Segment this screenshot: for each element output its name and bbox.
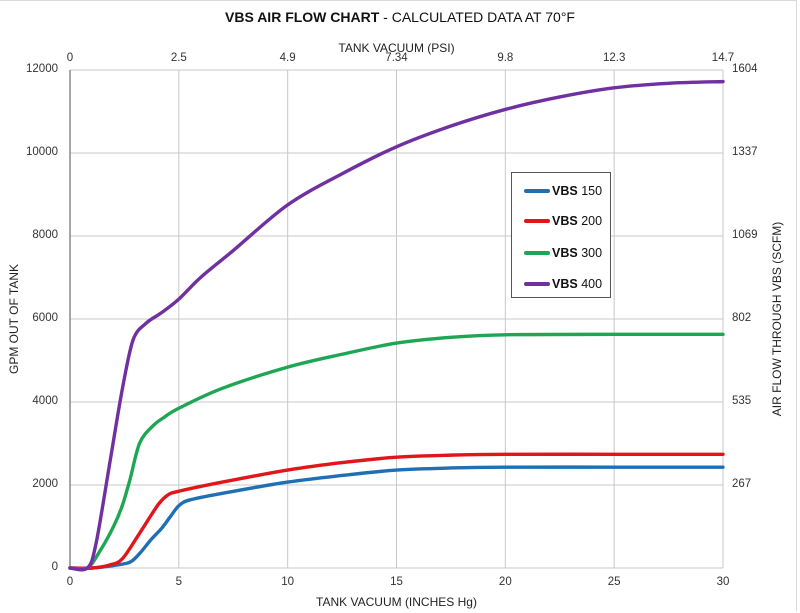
legend-size: 400 — [581, 277, 603, 291]
legend-size: 200 — [581, 214, 603, 228]
legend-swatch-icon — [524, 251, 550, 255]
chart-title-rest: - CALCULATED DATA AT 70°F — [379, 9, 575, 25]
y2-tick-label: 535 — [732, 395, 752, 407]
y-tick-label: 10000 — [26, 146, 58, 158]
series-line-vbs-400 — [68, 79, 725, 572]
series-line-vbs-200 — [68, 452, 725, 570]
x2-tick-label: 2.5 — [170, 52, 187, 64]
legend-swatch-icon — [524, 219, 550, 223]
legend-item-vbs-200: VBS 200 — [524, 213, 602, 229]
y2-tick-label: 267 — [732, 478, 752, 490]
chart-title-bold: VBS AIR FLOW CHART — [225, 9, 380, 25]
x-tick-label: 30 — [716, 576, 730, 588]
x2-tick-label: 7.34 — [385, 52, 408, 64]
legend-model: VBS — [552, 184, 578, 198]
y-tick-label: 6000 — [32, 312, 58, 324]
x2-tick-label: 14.7 — [711, 52, 735, 64]
series-line-vbs-300 — [68, 332, 725, 571]
legend-model: VBS — [552, 246, 578, 260]
x-tick-label: 0 — [66, 576, 74, 588]
series-line-vbs-150 — [68, 465, 725, 570]
x-tick-label: 25 — [607, 576, 621, 588]
chart-title: VBS AIR FLOW CHART - CALCULATED DATA AT … — [0, 9, 800, 25]
legend-model: VBS — [552, 277, 578, 291]
legend-swatch-icon — [524, 282, 550, 286]
y2-tick-label: 1337 — [732, 146, 758, 158]
right-axis-title: AIR FLOW THROUGH VBS (SCFM) — [770, 221, 784, 417]
left-axis-title: GPM OUT OF TANK — [7, 263, 21, 375]
x2-tick-label: 9.8 — [497, 52, 514, 64]
top-axis-title: TANK VACUUM (PSI) — [338, 41, 455, 55]
legend-swatch-icon — [524, 189, 550, 193]
legend-model: VBS — [552, 214, 578, 228]
y-tick-label: 0 — [51, 561, 58, 573]
x-tick-label: 15 — [390, 576, 403, 588]
y2-tick-label: 802 — [732, 312, 752, 324]
y2-tick-label: 1069 — [732, 229, 758, 241]
x-tick-label: 20 — [498, 576, 512, 588]
x-tick-label: 10 — [281, 576, 295, 588]
legend-item-vbs-400: VBS 400 — [524, 276, 602, 292]
y2-tick-label: 1604 — [732, 63, 758, 75]
legend-size: 300 — [581, 246, 603, 260]
x-tick-label: 5 — [175, 576, 183, 588]
x2-tick-label: 0 — [66, 52, 74, 64]
y-tick-label: 8000 — [32, 229, 58, 241]
legend-item-vbs-300: VBS 300 — [524, 245, 602, 261]
x2-tick-label: 12.3 — [602, 52, 626, 64]
bottom-axis-title: TANK VACUUM (INCHES Hg) — [316, 595, 477, 609]
x2-tick-label: 4.9 — [279, 52, 296, 64]
legend-size: 150 — [581, 184, 603, 198]
y-tick-label: 2000 — [32, 478, 58, 490]
y-tick-label: 4000 — [32, 395, 58, 407]
legend-item-vbs-150: VBS 150 — [524, 183, 602, 199]
chart-legend: VBS 150 VBS 200 VBS 300 VBS 400 — [511, 172, 611, 298]
y-tick-label: 12000 — [26, 63, 58, 75]
